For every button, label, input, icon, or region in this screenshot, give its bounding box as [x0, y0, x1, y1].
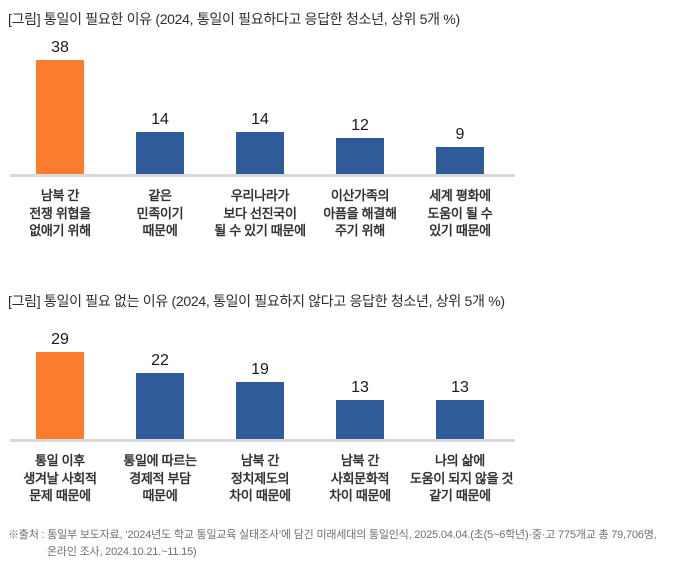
bar-column: 12: [310, 117, 410, 174]
bar-column: 14: [210, 111, 310, 174]
bar-value-label: 38: [51, 39, 69, 56]
category-labels: 통일 이후 생겨날 사회적 문제 때문에 통일에 따르는 경제적 부담 때문에 남북…: [10, 452, 515, 505]
category-label: 남북 간 전쟁 위협을 없애기 위해: [29, 188, 91, 238]
category-label: 같은 민족이기 때문에: [136, 188, 184, 238]
source-footnote: ※출처 : 통일부 보도자료, ‘2024년도 학교 통일교육 실태조사’에 담…: [8, 527, 692, 560]
bar-column: 14: [110, 111, 210, 174]
category-label: 나의 삶에 도움이 되지 않을 것 같기 때문에: [410, 453, 514, 503]
bar-value-label: 14: [151, 111, 169, 128]
bar: [336, 400, 384, 439]
bar: [336, 138, 384, 174]
bar-column: 29: [10, 331, 110, 439]
bar-value-label: 13: [451, 379, 469, 396]
bar-value-label: 14: [251, 111, 269, 128]
category-label: 남북 간 정치제도의 차이 때문에: [229, 453, 291, 503]
category-label: 이산가족의 아픔을 해결해 주기 위해: [323, 188, 397, 238]
category-label: 남북 간 사회문화적 차이 때문에: [329, 453, 391, 503]
bar-column: 38: [10, 39, 110, 174]
bar-column: 13: [410, 379, 510, 439]
bar-column: 22: [110, 352, 210, 439]
category-label: 세계 평화에 도움이 될 수 있기 때문에: [427, 188, 493, 238]
category-label: 통일 이후 생겨날 사회적 문제 때문에: [23, 453, 97, 503]
bar-value-label: 12: [351, 117, 369, 134]
bar: [36, 60, 84, 174]
chart-title: [그림] 통일이 필요한 이유 (2024, 통일이 필요하다고 응답한 청소년…: [8, 11, 460, 27]
source-footnote-line: ※출처 : 통일부 보도자료, ‘2024년도 학교 통일교육 실태조사’에 담…: [8, 529, 657, 541]
chart-title: [그림] 통일이 필요 없는 이유 (2024, 통일이 필요하지 않다고 응답…: [8, 293, 505, 309]
bar: [236, 132, 284, 174]
bar-value-label: 9: [455, 126, 465, 143]
bar: [236, 382, 284, 439]
bar: [36, 352, 84, 439]
bar: [436, 147, 484, 174]
bar-column: 9: [410, 126, 510, 174]
bar-value-label: 19: [251, 361, 269, 378]
bar-value-label: 29: [51, 331, 69, 348]
category-label: 우리나라가 보다 선진국이 될 수 있기 때문에: [214, 188, 306, 238]
bar-value-label: 13: [351, 379, 369, 396]
bar-column: 13: [310, 379, 410, 439]
category-labels: 남북 간 전쟁 위협을 없애기 위해 같은 민족이기 때문에 우리나라가 보다 선진…: [10, 187, 515, 240]
source-footnote-line: 온라인 조사, 2024.10.21.~11.15): [47, 545, 197, 558]
bar: [136, 132, 184, 174]
bar: [436, 400, 484, 439]
bar-column: 19: [210, 361, 310, 439]
category-label: 통일에 따르는 경제적 부담 때문에: [123, 453, 197, 503]
plot-area: 38 14 14 12 9: [10, 39, 515, 177]
bar: [136, 373, 184, 439]
plot-area: 29 22 19 13 13: [10, 320, 515, 442]
bar-value-label: 22: [151, 352, 169, 369]
